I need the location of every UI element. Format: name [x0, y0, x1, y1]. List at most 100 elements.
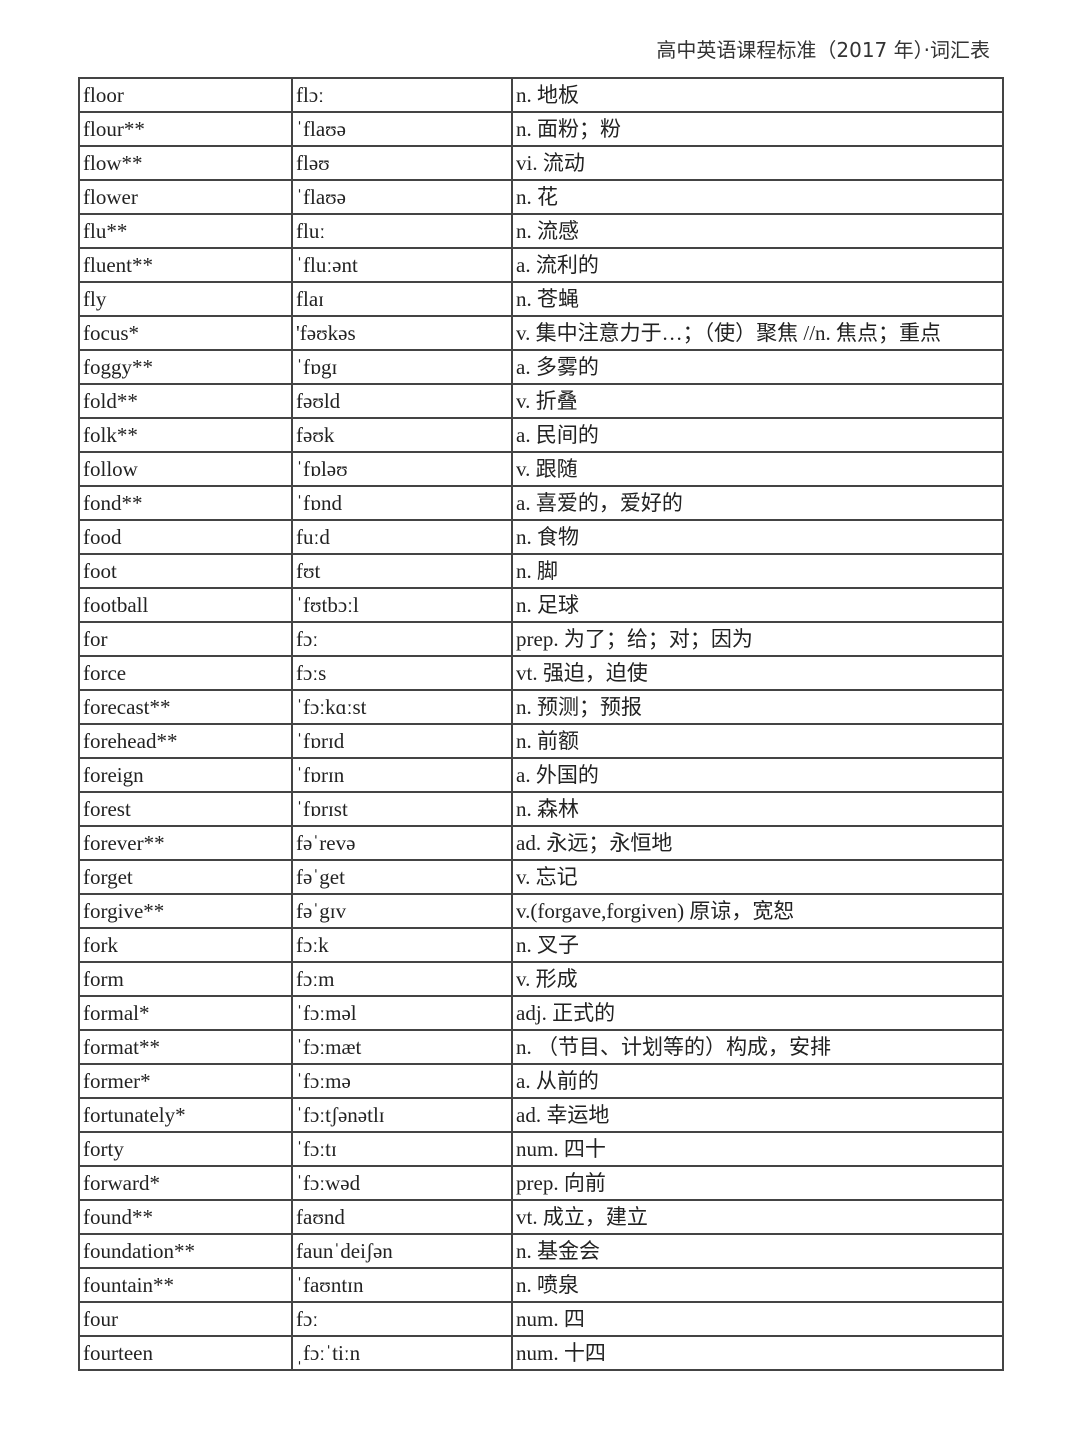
phonetic-cell: ˈfɒləʊ: [291, 451, 513, 487]
phonetic-cell: fəˈgɪv: [291, 893, 513, 929]
definition-cell: n. （节目、计划等的）构成，安排: [511, 1029, 1004, 1065]
phonetic-cell: ˈfɔːwəd: [291, 1165, 513, 1201]
table-row: forever** fəˈrevə ad. 永远；永恒地: [78, 825, 1004, 861]
definition-cell: n. 喷泉: [511, 1267, 1004, 1303]
phonetic-cell: ˈfɒrɪst: [291, 791, 513, 827]
definition-cell: n. 基金会: [511, 1233, 1004, 1269]
definition-cell: num. 四十: [511, 1131, 1004, 1167]
word-cell: forty: [78, 1131, 293, 1167]
phonetic-cell: faʊnd: [291, 1199, 513, 1235]
table-row: force fɔːs vt. 强迫，迫使: [78, 655, 1004, 691]
table-row: football ˈfʊtbɔːl n. 足球: [78, 587, 1004, 623]
table-row: forward* ˈfɔːwəd prep. 向前: [78, 1165, 1004, 1201]
phonetic-cell: ˈfɔːmæt: [291, 1029, 513, 1065]
definition-cell: a. 喜爱的，爱好的: [511, 485, 1004, 521]
table-row: fountain** ˈfaʊntɪn n. 喷泉: [78, 1267, 1004, 1303]
table-row: format** ˈfɔːmæt n. （节目、计划等的）构成，安排: [78, 1029, 1004, 1065]
phonetic-cell: flaɪ: [291, 281, 513, 317]
word-cell: fountain**: [78, 1267, 293, 1303]
definition-cell: v. 跟随: [511, 451, 1004, 487]
table-row: flu** fluː n. 流感: [78, 213, 1004, 249]
table-row: focus*'fəʊkəs v. 集中注意力于…；（使）聚焦 //n. 焦点；重点: [78, 315, 1004, 351]
word-cell: fold**: [78, 383, 293, 419]
phonetic-cell: ˈfɔːtɪ: [291, 1131, 513, 1167]
word-cell: fond**: [78, 485, 293, 521]
definition-cell: n. 足球: [511, 587, 1004, 623]
phonetic-cell: fləʊ: [291, 145, 513, 181]
definition-cell: vt. 成立，建立: [511, 1199, 1004, 1235]
word-cell: follow: [78, 451, 293, 487]
table-row: formal* ˈfɔːməl adj. 正式的: [78, 995, 1004, 1031]
word-cell: folk**: [78, 417, 293, 453]
word-cell: forever**: [78, 825, 293, 861]
word-cell: for: [78, 621, 293, 657]
phonetic-cell: fɔː: [291, 621, 513, 657]
phonetic-cell: ˈfɔːmə: [291, 1063, 513, 1099]
phonetic-cell: fəʊld: [291, 383, 513, 419]
table-row: former* ˈfɔːmə a. 从前的: [78, 1063, 1004, 1099]
phonetic-cell: fɔːs: [291, 655, 513, 691]
phonetic-cell: fɔː: [291, 1301, 513, 1337]
table-row: form fɔːm v. 形成: [78, 961, 1004, 997]
word-cell: found**: [78, 1199, 293, 1235]
table-row: flower ˈflaʊə n. 花: [78, 179, 1004, 215]
phonetic-cell: ˈfaʊntɪn: [291, 1267, 513, 1303]
definition-cell: n. 预测；预报: [511, 689, 1004, 725]
word-cell: flow**: [78, 145, 293, 181]
word-cell: form: [78, 961, 293, 997]
definition-cell: n. 流感: [511, 213, 1004, 249]
table-row: folk** fəʊk a. 民间的: [78, 417, 1004, 453]
table-row: follow ˈfɒləʊ v. 跟随: [78, 451, 1004, 487]
word-cell: flour**: [78, 111, 293, 147]
table-row: foreign ˈfɒrɪn a. 外国的: [78, 757, 1004, 793]
definition-cell: vi. 流动: [511, 145, 1004, 181]
table-row: forest ˈfɒrɪst n. 森林: [78, 791, 1004, 827]
definition-cell: n. 面粉；粉: [511, 111, 1004, 147]
phonetic-cell: fuːd: [291, 519, 513, 555]
phonetic-cell: ˌfɔːˈtiːn: [291, 1335, 513, 1371]
word-cell: football: [78, 587, 293, 623]
vocabulary-table: floor flɔː n. 地板 flour** ˈflaʊə n. 面粉；粉 flow**…: [78, 77, 1004, 1371]
phonetic-cell: fluː: [291, 213, 513, 249]
word-cell: forgive**: [78, 893, 293, 929]
table-row: fond** ˈfɒnd a. 喜爱的，爱好的: [78, 485, 1004, 521]
word-cell: forest: [78, 791, 293, 827]
word-cell: four: [78, 1301, 293, 1337]
definition-cell: n. 花: [511, 179, 1004, 215]
word-cell: fork: [78, 927, 293, 963]
word-cell: forecast**: [78, 689, 293, 725]
definition-cell: a. 流利的: [511, 247, 1004, 283]
table-row: fourteen ˌfɔːˈtiːn num. 十四: [78, 1335, 1004, 1371]
phonetic-cell: ˈfʊtbɔːl: [291, 587, 513, 623]
phonetic-cell: ˈfɒnd: [291, 485, 513, 521]
definition-cell: n. 前额: [511, 723, 1004, 759]
word-cell: foreign: [78, 757, 293, 793]
word-cell: forehead**: [78, 723, 293, 759]
word-cell: formal*: [78, 995, 293, 1031]
phonetic-cell: 'fəʊkəs: [291, 315, 513, 351]
definition-cell: v. 忘记: [511, 859, 1004, 895]
table-row: flow** fləʊ vi. 流动: [78, 145, 1004, 181]
table-row: foundation** faunˈdeiʃən n. 基金会: [78, 1233, 1004, 1269]
definition-cell: a. 外国的: [511, 757, 1004, 793]
page-header: 高中英语课程标准（2017 年）·词汇表: [656, 38, 990, 62]
phonetic-cell: ˈfluːənt: [291, 247, 513, 283]
phonetic-cell: ˈflaʊə: [291, 179, 513, 215]
word-cell: former*: [78, 1063, 293, 1099]
definition-cell: n. 苍蝇: [511, 281, 1004, 317]
phonetic-cell: fəʊk: [291, 417, 513, 453]
phonetic-cell: ˈfɒrɪd: [291, 723, 513, 759]
table-row: forgive** fəˈgɪv v.(forgave,forgiven) 原谅，宽…: [78, 893, 1004, 929]
definition-cell: a. 民间的: [511, 417, 1004, 453]
word-cell: flu**: [78, 213, 293, 249]
definition-cell: v.(forgave,forgiven) 原谅，宽恕: [511, 893, 1004, 929]
word-cell: flower: [78, 179, 293, 215]
table-row: forty ˈfɔːtɪ num. 四十: [78, 1131, 1004, 1167]
table-row: forget fəˈget v. 忘记: [78, 859, 1004, 895]
phonetic-cell: ˈfɒgɪ: [291, 349, 513, 385]
table-row: found** faʊnd vt. 成立，建立: [78, 1199, 1004, 1235]
table-row: floor flɔː n. 地板: [78, 77, 1004, 113]
phonetic-cell: fɔːk: [291, 927, 513, 963]
word-cell: food: [78, 519, 293, 555]
definition-cell: a. 从前的: [511, 1063, 1004, 1099]
